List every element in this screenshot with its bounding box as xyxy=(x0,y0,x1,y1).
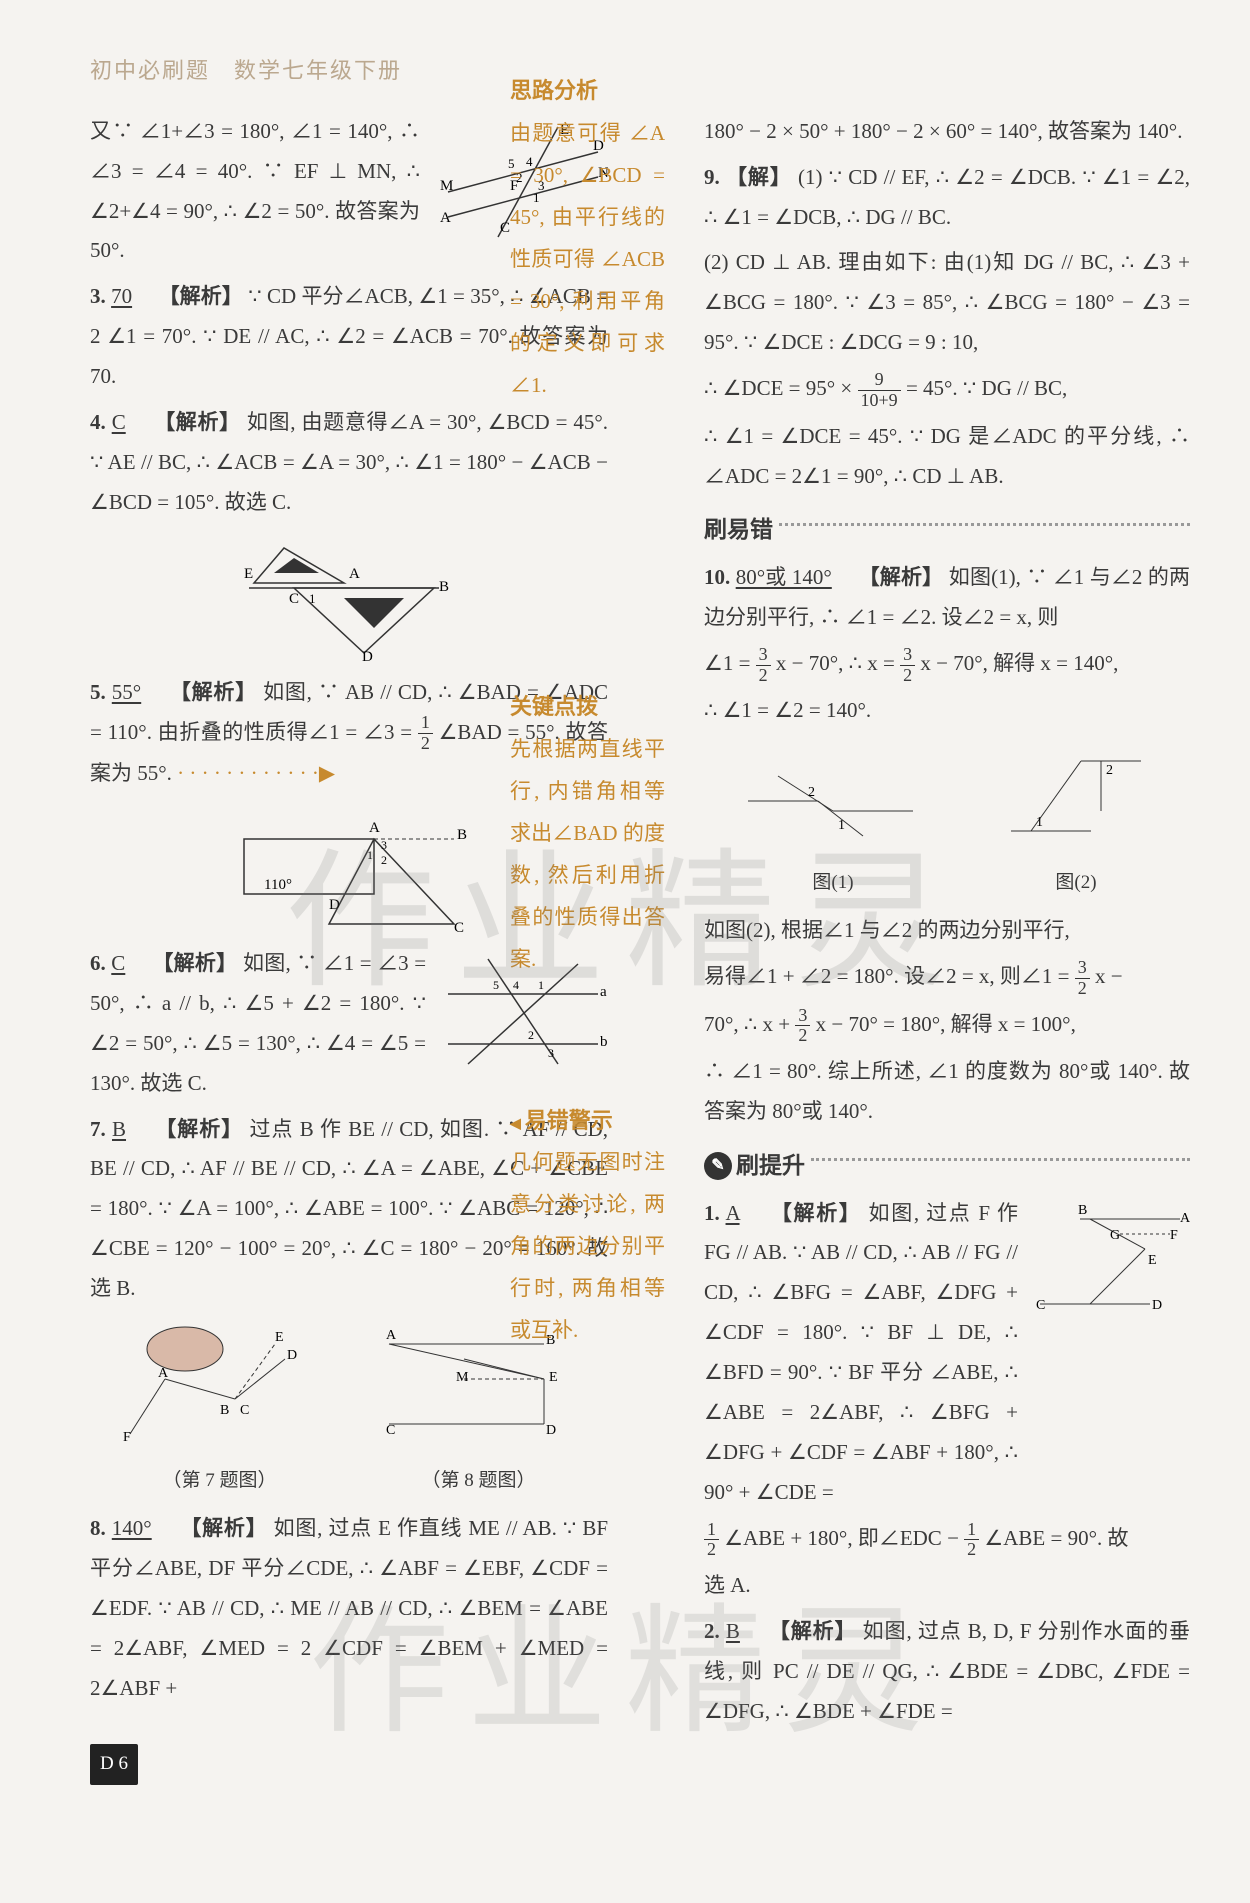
annot1-title: 思路分析 xyxy=(510,70,665,112)
svg-text:C: C xyxy=(289,591,299,607)
annot1-body: 由题意可得 ∠A = 30°, ∠BCD = 45°, 由平行线的性质可得 ∠A… xyxy=(510,112,665,406)
svg-text:E: E xyxy=(244,566,253,582)
svg-text:F: F xyxy=(1170,1228,1178,1243)
page-number-badge: D 6 xyxy=(90,1744,138,1784)
svg-text:A: A xyxy=(158,1366,169,1381)
svg-text:B: B xyxy=(220,1403,229,1418)
q6: 6. C 【解析】 如图, ∵ ∠1 = ∠3 = 50°, ∴ a // b,… xyxy=(90,944,426,1104)
right-half: 180° − 2 × 50° + 180° − 2 × 60° = 140°, … xyxy=(704,112,1190,1785)
svg-text:F: F xyxy=(123,1430,131,1445)
annotation-column: 思路分析 由题意可得 ∠A = 30°, ∠BCD = 45°, 由平行线的性质… xyxy=(510,70,665,1351)
svg-text:D: D xyxy=(1152,1298,1162,1313)
svg-text:A: A xyxy=(386,1328,397,1343)
svg-text:A: A xyxy=(440,210,451,226)
diagram-q5: A B 110° D C 3 1 2 xyxy=(229,804,469,934)
intro-text: 又∵ ∠1+∠3 = 180°, ∠1 = 140°, ∴ ∠3 = ∠4 = … xyxy=(90,112,420,272)
svg-text:B: B xyxy=(439,579,449,595)
section-shua-tisheng: ✎ 刷提升 xyxy=(704,1144,1190,1188)
svg-text:G: G xyxy=(1110,1228,1120,1243)
annot2-title: 关键点拨 xyxy=(510,686,665,728)
section-shua-yicuo: 刷易错 xyxy=(704,508,1190,552)
diagram-q7: A B C D E F xyxy=(115,1319,325,1449)
svg-text:M: M xyxy=(456,1370,469,1385)
diagram-t1: A B C D E F G xyxy=(1030,1194,1190,1334)
svg-text:5: 5 xyxy=(493,978,499,992)
svg-text:D: D xyxy=(362,649,373,663)
svg-text:E: E xyxy=(549,1370,558,1385)
svg-text:1: 1 xyxy=(1036,815,1043,830)
svg-text:C: C xyxy=(1036,1298,1045,1313)
svg-text:C: C xyxy=(240,1403,249,1418)
svg-text:A: A xyxy=(1180,1211,1190,1226)
q10: 10. 80°或 140° 【解析】 如图(1), ∵ ∠1 与∠2 的两边分别… xyxy=(704,558,1190,638)
svg-text:2: 2 xyxy=(1106,763,1113,778)
q8: 8. 140° 【解析】 如图, 过点 E 作直线 ME // AB. ∵ BF… xyxy=(90,1509,608,1708)
svg-text:E: E xyxy=(1148,1253,1157,1268)
diagram-q4: E A B C D 1 xyxy=(234,533,464,663)
t2: 2. B 【解析】 如图, 过点 B, D, F 分别作水面的垂线, 则 PC … xyxy=(704,1612,1190,1732)
svg-text:A: A xyxy=(349,566,360,582)
svg-text:D: D xyxy=(546,1423,556,1438)
diagram-q10b: 1 2 xyxy=(991,741,1161,851)
svg-text:2: 2 xyxy=(808,785,815,800)
svg-text:E: E xyxy=(275,1330,284,1345)
svg-text:1: 1 xyxy=(367,848,373,862)
svg-text:2: 2 xyxy=(381,853,387,867)
svg-text:C: C xyxy=(386,1423,395,1438)
q9: 9. 【解】 (1) ∵ CD // EF, ∴ ∠2 = ∠DCB. ∵ ∠1… xyxy=(704,158,1190,238)
svg-text:C: C xyxy=(454,920,464,934)
badge-icon: ✎ xyxy=(704,1152,732,1180)
page: 初中必刷题 数学七年级下册 又∵ ∠1+∠3 = 180°, ∠1 = 140°… xyxy=(0,0,1250,1845)
t1: 1. A 【解析】 如图, 过点 F 作 FG // AB. ∵ AB // C… xyxy=(704,1194,1018,1513)
svg-text:M: M xyxy=(440,178,453,194)
svg-text:D: D xyxy=(329,897,340,913)
svg-text:C: C xyxy=(500,220,510,236)
annot2-body: 先根据两直线平行, 内错角相等求出∠BAD 的度数, 然后利用折叠的性质得出答案… xyxy=(510,728,665,980)
diagram-q10a: 2 1 xyxy=(733,741,933,851)
right-top: 180° − 2 × 50° + 180° − 2 × 60° = 140°, … xyxy=(704,112,1190,152)
svg-text:3: 3 xyxy=(381,838,387,852)
svg-text:1: 1 xyxy=(309,591,316,606)
annot3-title: 易错警示 xyxy=(510,1100,665,1142)
svg-text:A: A xyxy=(369,820,380,836)
svg-text:B: B xyxy=(1078,1203,1087,1218)
svg-text:1: 1 xyxy=(838,818,845,833)
svg-text:D: D xyxy=(287,1348,297,1363)
svg-text:B: B xyxy=(457,827,467,843)
fig-row-q10: 2 1 图(1) 1 2 图(2) xyxy=(704,741,1190,901)
svg-text:110°: 110° xyxy=(264,877,292,893)
annot3-body: 几何题无图时注意分类讨论, 两角的两边分别平行时, 两角相等或互补. xyxy=(510,1141,665,1351)
